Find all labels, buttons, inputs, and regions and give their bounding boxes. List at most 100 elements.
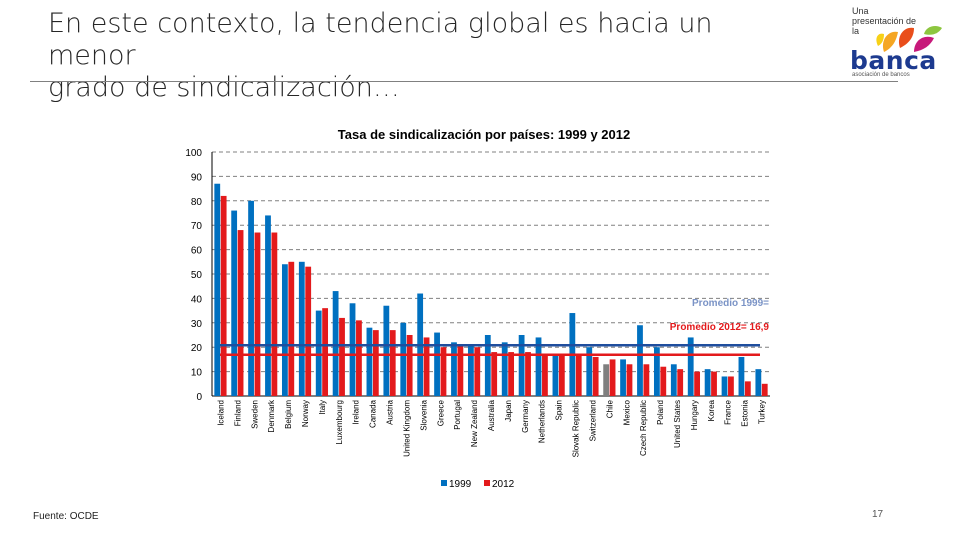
logo-leaves-icon: [876, 26, 942, 52]
legend-swatch-1999: [441, 480, 447, 486]
bar-1999-iceland: [214, 183, 221, 396]
x-tick-label: Canada: [369, 399, 378, 428]
source-note: Fuente: OCDE: [33, 511, 99, 522]
x-tick-label: Italy: [318, 400, 327, 415]
bar-1999-czech-republic: [637, 325, 643, 396]
bar-1999-australia: [484, 335, 491, 396]
x-tick-label: Chile: [605, 399, 614, 418]
x-tick-label: France: [724, 399, 733, 424]
title-divider: [30, 81, 898, 82]
bar-2012-new-zealand: [474, 347, 481, 396]
x-tick-label: Portugal: [453, 400, 462, 430]
x-tick-label: Finland: [233, 400, 242, 426]
x-tick-label: Korea: [707, 399, 716, 421]
x-tick-label: Switzerland: [588, 400, 597, 441]
bar-2012-ireland: [356, 320, 362, 396]
bar-1999-finland: [231, 210, 238, 396]
y-tick-label: 30: [191, 319, 203, 330]
bar-2012-greece: [440, 347, 447, 396]
bar-1999-italy: [315, 310, 322, 396]
bar-2012-france: [728, 376, 734, 396]
x-tick-label: Australia: [487, 399, 496, 431]
bar-2012-netherlands: [542, 354, 548, 396]
slide-title-line-2: grado de sindicalización…: [48, 72, 400, 103]
bar-1999-united-kingdom: [400, 322, 407, 396]
x-tick-label: Netherlands: [538, 400, 547, 443]
bar-1999-switzerland: [586, 347, 593, 396]
bar-2012-germany: [525, 352, 531, 396]
bar-2012-hungary: [694, 371, 701, 396]
bar-1999-austria: [383, 305, 390, 396]
bar-1999-poland: [653, 347, 660, 396]
bar-2012-chile: [609, 359, 616, 396]
bar-1999-new-zealand: [467, 344, 474, 396]
average-2012-label: Promedio 2012= 16,9: [670, 322, 770, 333]
y-tick-label: 60: [191, 246, 203, 257]
bar-2012-spain: [558, 354, 565, 396]
bar-2012-austria: [389, 330, 396, 396]
average-lines-layer: Promedio 1999= Promedio 2012= 16,9: [220, 298, 770, 357]
bar-2012-turkey: [761, 383, 768, 396]
bar-2012-poland: [660, 366, 667, 396]
x-tick-label: Japan: [504, 400, 513, 422]
bar-1999-denmark: [265, 215, 271, 396]
bars-layer: [214, 183, 768, 396]
banca-logo: Una presentación de la banca asociación …: [846, 6, 946, 78]
bar-2012-canada: [372, 330, 379, 396]
bar-2012-slovak-republic: [575, 354, 582, 396]
x-tick-label: Iceland: [216, 400, 225, 426]
bar-1999-turkey: [755, 369, 762, 396]
slide-title: En este contexto, la tendencia global es…: [48, 8, 808, 104]
x-tick-label: Austria: [386, 399, 395, 424]
bar-1999-korea: [704, 369, 711, 396]
bar-1999-netherlands: [535, 337, 542, 396]
bar-1999-france: [721, 376, 728, 396]
bar-2012-luxembourg: [339, 317, 345, 396]
x-tick-label: Germany: [521, 400, 530, 433]
x-tick-label: Denmark: [267, 399, 276, 432]
bar-1999-hungary: [687, 337, 694, 396]
slide-title-line-1: En este contexto, la tendencia global es…: [48, 8, 713, 71]
bar-1999-belgium: [281, 264, 288, 396]
x-tick-label: Belgium: [284, 400, 293, 429]
bar-2012-japan: [508, 352, 515, 396]
bar-1999-norway: [298, 261, 305, 396]
x-tick-label: Ireland: [352, 400, 361, 424]
y-tick-label: 40: [191, 294, 203, 305]
x-tick-label: Spain: [555, 400, 564, 420]
x-tick-label: Slovenia: [419, 399, 428, 430]
bar-2012-czech-republic: [643, 364, 650, 396]
y-tick-label: 50: [191, 270, 203, 281]
y-tick-label: 0: [196, 392, 202, 403]
x-tick-label: Czech Republic: [639, 400, 648, 456]
legend-label-1999: 1999: [449, 479, 472, 490]
bar-2012-slovenia: [423, 337, 430, 396]
bar-2012-finland: [237, 230, 244, 396]
bar-2012-estonia: [744, 381, 751, 396]
bar-2012-united-states: [677, 369, 684, 396]
x-tick-label: Poland: [656, 400, 665, 425]
bar-2012-portugal: [457, 344, 464, 396]
bar-2012-denmark: [271, 232, 278, 396]
x-tick-label: Sweden: [250, 400, 259, 429]
bar-1999-germany: [518, 335, 525, 396]
bar-1999-mexico: [620, 359, 626, 396]
x-tick-label: United Kingdom: [402, 400, 411, 457]
bar-1999-united-states: [670, 364, 677, 396]
logo-presenter-text: Una presentación de la: [852, 6, 917, 36]
y-tick-label: 90: [191, 172, 203, 183]
x-tick-label: Mexico: [622, 399, 631, 425]
x-tick-label: Slovak Republic: [572, 400, 581, 457]
legend-swatch-2012: [484, 480, 490, 486]
x-tick-labels-layer: Iceland Finland Sweden Denmark Belgium Norway…: [216, 399, 766, 457]
logo-wordmark: banca: [850, 46, 937, 75]
bar-2012-iceland: [220, 195, 227, 396]
bar-2012-united-kingdom: [406, 335, 413, 396]
logo-tagline: asociación de bancos: [852, 72, 910, 78]
grid-layer: 0 10 20 30 40 50 60 70 80 90 100: [185, 148, 770, 403]
bar-1999-chile: [603, 364, 610, 396]
bar-1999-estonia: [738, 356, 745, 396]
chart-title: Tasa de sindicalización por países: 1999…: [338, 127, 630, 142]
y-tick-label: 100: [185, 148, 202, 159]
